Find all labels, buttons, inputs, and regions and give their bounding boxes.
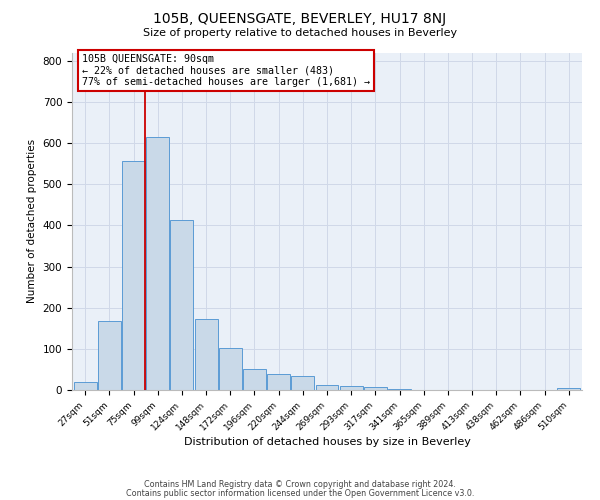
Bar xyxy=(292,376,314,390)
Bar xyxy=(364,387,387,390)
Bar xyxy=(243,370,266,390)
Bar xyxy=(388,389,411,390)
Bar xyxy=(74,382,97,390)
Bar xyxy=(146,137,169,390)
Bar xyxy=(267,374,290,390)
Text: Size of property relative to detached houses in Beverley: Size of property relative to detached ho… xyxy=(143,28,457,38)
Text: 105B QUEENSGATE: 90sqm
← 22% of detached houses are smaller (483)
77% of semi-de: 105B QUEENSGATE: 90sqm ← 22% of detached… xyxy=(82,54,370,88)
Y-axis label: Number of detached properties: Number of detached properties xyxy=(27,139,37,304)
Bar xyxy=(194,319,218,390)
Bar xyxy=(170,220,193,390)
Bar xyxy=(219,348,242,390)
Text: Contains HM Land Registry data © Crown copyright and database right 2024.: Contains HM Land Registry data © Crown c… xyxy=(144,480,456,489)
X-axis label: Distribution of detached houses by size in Beverley: Distribution of detached houses by size … xyxy=(184,438,470,448)
Bar xyxy=(122,160,145,390)
Text: 105B, QUEENSGATE, BEVERLEY, HU17 8NJ: 105B, QUEENSGATE, BEVERLEY, HU17 8NJ xyxy=(154,12,446,26)
Bar xyxy=(557,388,580,390)
Bar xyxy=(316,385,338,390)
Bar xyxy=(98,321,121,390)
Bar xyxy=(340,386,362,390)
Text: Contains public sector information licensed under the Open Government Licence v3: Contains public sector information licen… xyxy=(126,489,474,498)
